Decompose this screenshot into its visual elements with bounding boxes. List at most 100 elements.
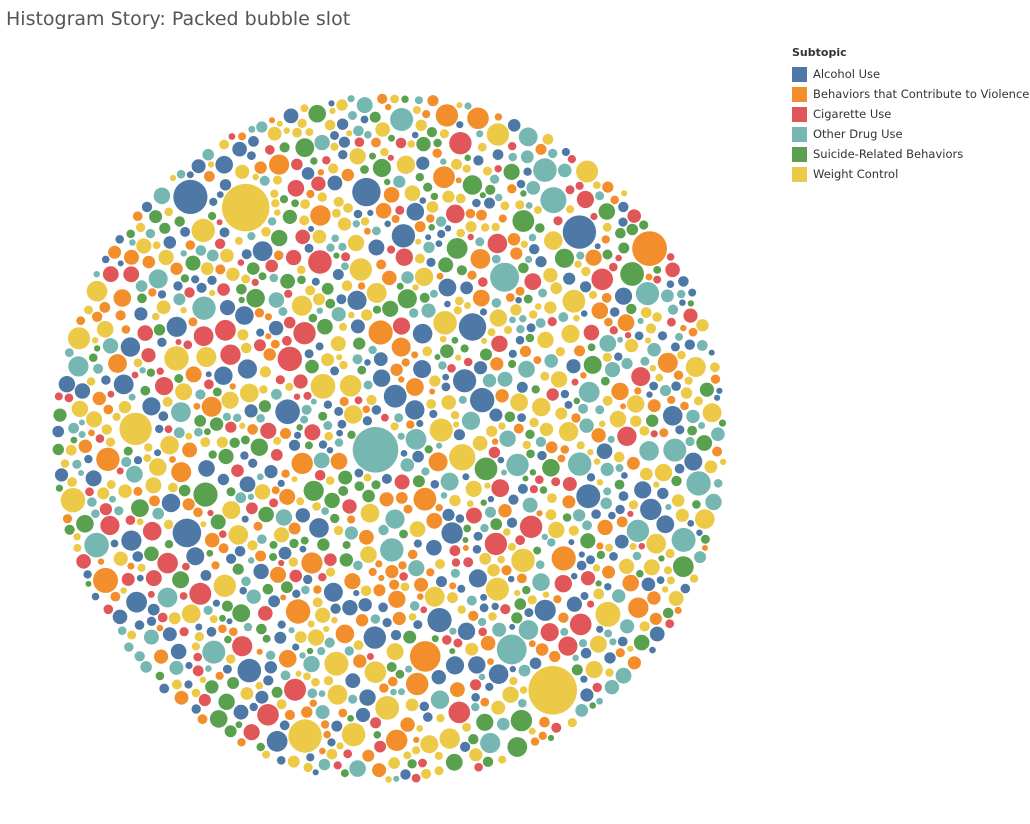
bubble-other-drug-use[interactable] [663,438,687,462]
bubble-other-drug-use[interactable] [436,442,443,449]
bubble-violence[interactable] [535,143,547,155]
bubble-alcohol-use[interactable] [299,545,307,553]
bubble-suicide-related[interactable] [262,583,274,595]
bubble-violence[interactable] [617,314,635,332]
bubble-suicide-related[interactable] [258,400,271,413]
bubble-alcohol-use[interactable] [460,741,471,753]
bubble-violence[interactable] [398,376,405,383]
bubble-cigarette-use[interactable] [322,156,331,165]
bubble-violence[interactable] [435,504,443,512]
bubble-suicide-related[interactable] [212,387,222,397]
bubble-suicide-related[interactable] [633,634,650,651]
bubble-weight-control[interactable] [360,546,377,563]
bubble-violence[interactable] [279,488,296,505]
bubble-alcohol-use[interactable] [52,425,64,438]
bubble-suicide-related[interactable] [52,443,64,456]
bubble-other-drug-use[interactable] [128,393,136,401]
bubble-weight-control[interactable] [489,309,508,327]
bubble-weight-control[interactable] [145,477,162,494]
bubble-alcohol-use[interactable] [323,582,343,602]
bubble-violence[interactable] [391,215,400,223]
bubble-alcohol-use[interactable] [277,479,285,487]
bubble-weight-control[interactable] [404,185,421,201]
bubble-other-drug-use[interactable] [140,661,152,673]
bubble-alcohol-use[interactable] [362,416,373,426]
bubble-other-drug-use[interactable] [421,467,430,476]
bubble-weight-control[interactable] [462,722,472,732]
bubble-weight-control[interactable] [261,227,271,237]
bubble-weight-control[interactable] [339,322,347,331]
bubble-other-drug-use[interactable] [173,427,185,439]
bubble-alcohol-use[interactable] [441,382,451,392]
bubble-violence[interactable] [229,627,238,636]
bubble-alcohol-use[interactable] [656,576,665,584]
bubble-weight-control[interactable] [349,148,366,165]
bubble-violence[interactable] [280,428,291,439]
bubble-alcohol-use[interactable] [580,647,592,659]
bubble-other-drug-use[interactable] [257,534,267,544]
bubble-other-drug-use[interactable] [533,158,557,182]
bubble-cigarette-use[interactable] [508,142,517,151]
bubble-cigarette-use[interactable] [214,238,226,249]
bubble-weight-control[interactable] [276,120,283,127]
bubble-weight-control[interactable] [487,328,496,337]
bubble-alcohol-use[interactable] [212,599,220,607]
bubble-violence[interactable] [601,235,610,244]
bubble-cigarette-use[interactable] [204,379,214,390]
bubble-violence[interactable] [288,522,301,535]
bubble-other-drug-use[interactable] [525,202,533,209]
bubble-violence[interactable] [450,682,465,697]
bubble-weight-control[interactable] [86,411,103,428]
bubble-cigarette-use[interactable] [580,571,596,586]
bubble-suicide-related[interactable] [269,540,278,549]
bubble-weight-control[interactable] [168,612,181,625]
bubble-other-drug-use[interactable] [363,380,373,390]
bubble-other-drug-use[interactable] [582,520,592,531]
bubble-suicide-related[interactable] [85,580,92,587]
bubble-alcohol-use[interactable] [360,115,369,124]
bubble-other-drug-use[interactable] [241,576,251,587]
bubble-weight-control[interactable] [228,525,249,545]
bubble-alcohol-use[interactable] [423,712,433,722]
bubble-cigarette-use[interactable] [524,273,542,290]
bubble-suicide-related[interactable] [547,734,555,742]
bubble-weight-control[interactable] [213,574,236,597]
bubble-weight-control[interactable] [602,395,613,406]
bubble-suicide-related[interactable] [462,537,469,543]
bubble-suicide-related[interactable] [369,111,381,123]
bubble-cigarette-use[interactable] [583,324,600,341]
bubble-weight-control[interactable] [273,436,282,445]
bubble-violence[interactable] [355,614,369,627]
bubble-suicide-related[interactable] [174,216,185,227]
bubble-alcohol-use[interactable] [615,504,625,515]
bubble-alcohol-use[interactable] [576,484,601,509]
bubble-other-drug-use[interactable] [635,282,660,306]
bubble-alcohol-use[interactable] [641,577,656,592]
bubble-alcohol-use[interactable] [666,280,675,289]
bubble-alcohol-use[interactable] [255,690,269,704]
bubble-weight-control[interactable] [91,337,99,344]
bubble-weight-control[interactable] [414,267,434,287]
bubble-cigarette-use[interactable] [246,502,258,515]
bubble-weight-control[interactable] [534,303,542,310]
bubble-alcohol-use[interactable] [480,593,488,601]
bubble-suicide-related[interactable] [571,664,583,676]
bubble-weight-control[interactable] [239,422,246,429]
bubble-suicide-related[interactable] [510,709,533,732]
bubble-suicide-related[interactable] [535,223,545,233]
bubble-alcohol-use[interactable] [318,440,328,449]
bubble-violence[interactable] [97,558,105,565]
bubble-alcohol-use[interactable] [327,738,336,747]
bubble-other-drug-use[interactable] [316,307,323,314]
bubble-weight-control[interactable] [558,422,579,442]
bubble-suicide-related[interactable] [504,411,516,423]
bubble-alcohol-use[interactable] [430,480,440,489]
bubble-weight-control[interactable] [528,310,538,319]
bubble-suicide-related[interactable] [615,227,626,239]
bubble-weight-control[interactable] [297,118,307,128]
bubble-weight-control[interactable] [532,397,551,417]
bubble-weight-control[interactable] [119,412,152,446]
bubble-violence[interactable] [455,177,462,184]
bubble-weight-control[interactable] [689,574,699,583]
bubble-violence[interactable] [427,95,439,107]
